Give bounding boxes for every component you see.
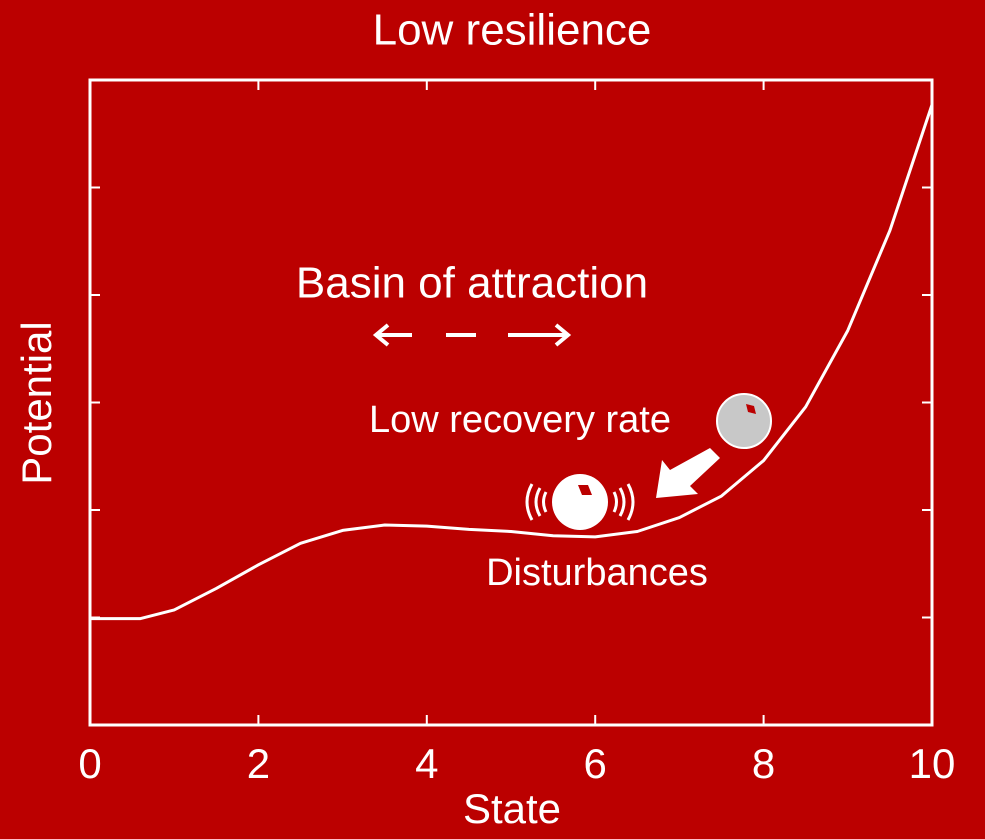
- line: [90, 104, 934, 621]
- basin-arrow: [372, 323, 572, 347]
- x-tick-label: 4: [415, 740, 438, 787]
- x-tick-label: 10: [909, 740, 956, 787]
- x-tick-label: 8: [752, 740, 775, 787]
- chart-title: Low resilience: [373, 6, 652, 55]
- annotation: Disturbances: [486, 552, 708, 594]
- annotation: Low recovery rate: [369, 399, 671, 441]
- recovery-arrow: [656, 448, 720, 498]
- x-axis-label: State: [463, 785, 561, 832]
- annotation: Basin of attraction: [296, 259, 648, 308]
- y-axis-label: Potential: [13, 321, 60, 484]
- x-tick-label: 6: [584, 740, 607, 787]
- ball-white: [525, 474, 635, 530]
- ball-grey: [716, 393, 772, 449]
- x-tick-label: 0: [78, 740, 101, 787]
- x-tick-label: 2: [247, 740, 270, 787]
